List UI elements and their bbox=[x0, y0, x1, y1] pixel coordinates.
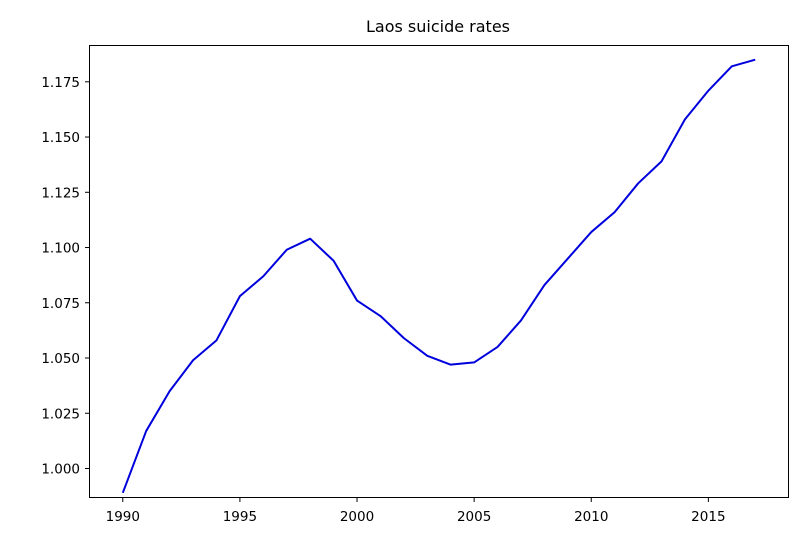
x-tick-label: 1990 bbox=[106, 509, 140, 525]
y-tick-label: 1.050 bbox=[41, 351, 80, 367]
x-tick-label: 2010 bbox=[574, 509, 608, 525]
y-tick-label: 1.000 bbox=[41, 461, 80, 477]
x-tick-label: 2005 bbox=[457, 509, 491, 525]
axes-frame bbox=[89, 45, 789, 498]
series-line bbox=[121, 58, 756, 494]
x-tick-label: 2000 bbox=[340, 509, 374, 525]
y-tick-label: 1.100 bbox=[41, 241, 80, 257]
y-tick-label: 1.025 bbox=[41, 406, 80, 422]
x-axis: 1990 1995 2000 2005 2010 2015 bbox=[106, 497, 726, 525]
y-tick-label: 1.125 bbox=[41, 185, 80, 201]
plot-area bbox=[121, 58, 756, 494]
y-tick-label: 1.150 bbox=[41, 130, 80, 146]
chart-title: Laos suicide rates bbox=[366, 17, 510, 36]
x-tick-label: 2015 bbox=[691, 509, 725, 525]
y-tick-label: 1.075 bbox=[41, 296, 80, 312]
x-tick-label: 1995 bbox=[223, 509, 257, 525]
y-axis: 1.000 1.025 1.050 1.075 1.100 1.125 1.150 1.175 bbox=[41, 75, 90, 477]
y-tick-label: 1.175 bbox=[41, 75, 80, 91]
